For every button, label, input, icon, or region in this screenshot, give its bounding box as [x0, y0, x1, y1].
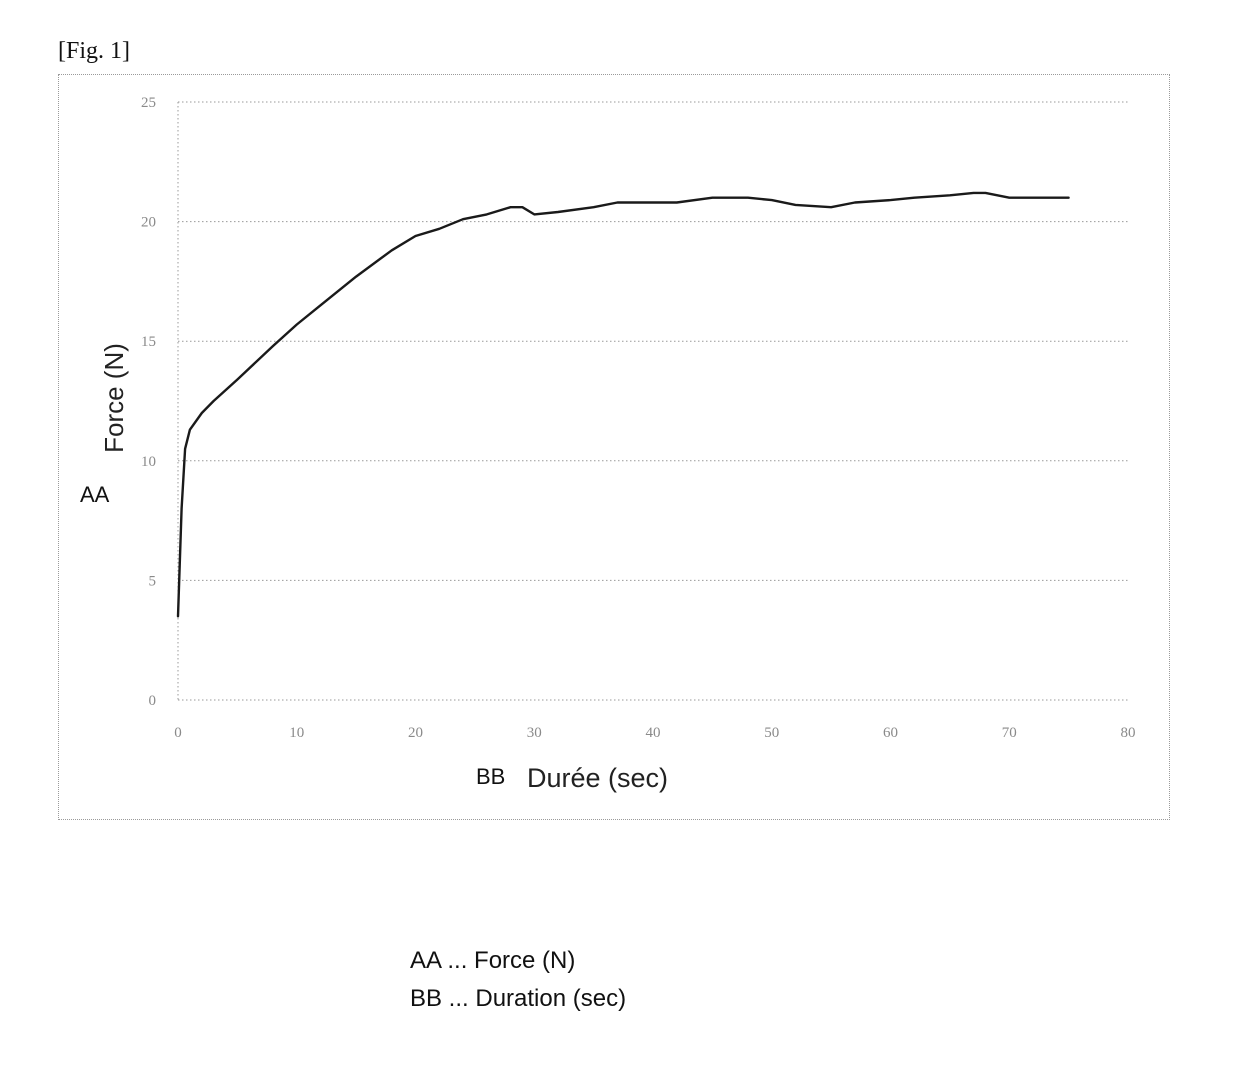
x-axis-label: Durée (sec)	[527, 763, 668, 793]
x-tick-0: 0	[174, 725, 182, 741]
y-tick-10: 10	[141, 454, 156, 470]
x-tick-40: 40	[646, 725, 661, 741]
x-tick-60: 60	[883, 725, 898, 741]
data-series	[176, 191, 1070, 618]
x-tick-20: 20	[408, 725, 423, 741]
legend-line-duration: BB ... Duration (sec)	[410, 985, 627, 1012]
series-line-0	[176, 191, 1070, 618]
y-axis-label: Force (N)	[99, 343, 129, 453]
x-tick-10: 10	[289, 725, 304, 741]
force-duration-chart: 0 5 10 15 20 25 0 10 20 30 40 50 60 70 80 Force (N) A…	[80, 95, 1136, 793]
legend: AA ... Force (N) BB ... Duration (sec)	[410, 942, 626, 1018]
y-axis-code: AA	[80, 482, 110, 507]
y-tick-20: 20	[141, 215, 156, 231]
y-tick-15: 15	[141, 334, 156, 350]
legend-line-force: AA ... Force (N)	[410, 947, 576, 974]
x-tick-30: 30	[527, 725, 542, 741]
x-tick-70: 70	[1002, 725, 1017, 741]
x-axis-code: BB	[476, 764, 505, 789]
y-tick-25: 25	[141, 95, 156, 111]
y-tick-0: 0	[149, 693, 157, 709]
chart-frame	[58, 74, 1170, 820]
y-tick-5: 5	[149, 573, 157, 589]
y-tick-labels: 0 5 10 15 20 25	[141, 95, 156, 709]
x-tick-80: 80	[1121, 725, 1136, 741]
x-tick-50: 50	[764, 725, 779, 741]
x-tick-labels: 0 10 20 30 40 50 60 70 80	[174, 725, 1135, 741]
figure-label: [Fig. 1]	[58, 38, 130, 64]
